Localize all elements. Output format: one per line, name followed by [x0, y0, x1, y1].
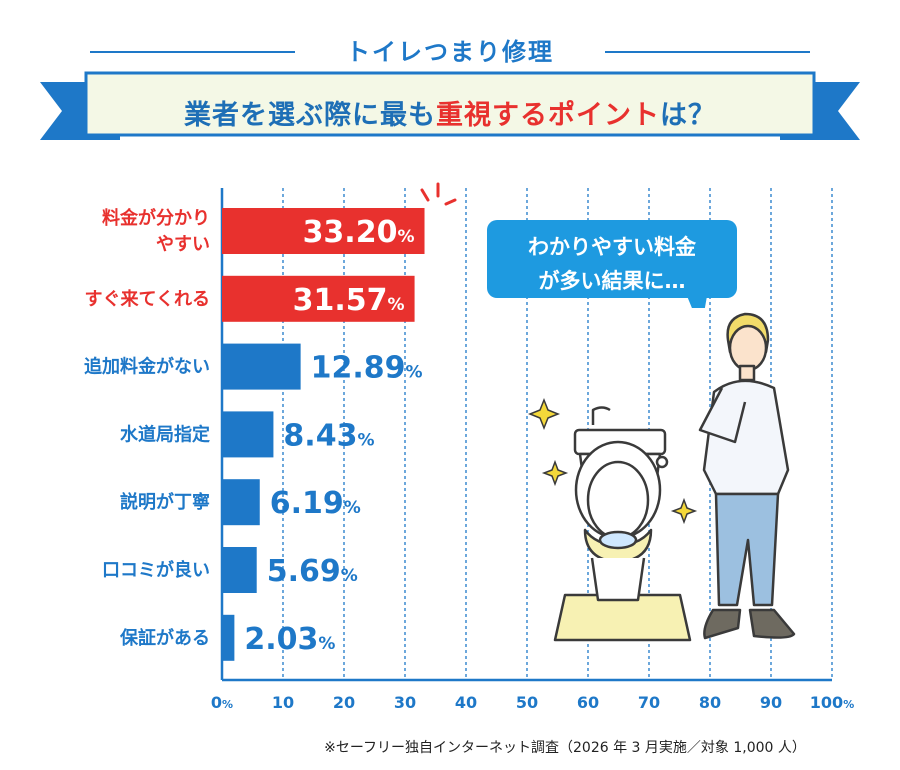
bar — [222, 614, 235, 661]
category-label: 説明が丁寧 — [120, 491, 210, 513]
category-label: 保証がある — [119, 627, 210, 649]
x-tick-label: 30 — [394, 693, 416, 712]
category-label: すぐ来てくれる — [85, 289, 210, 310]
category-label: 口コミが良い — [102, 559, 210, 581]
x-tick-label: 40 — [455, 693, 477, 712]
value-label: 2.03% — [244, 622, 335, 657]
bar — [222, 343, 301, 390]
value-label: 31.57% — [293, 283, 405, 318]
header-rule-right — [605, 51, 810, 53]
x-tick-label: 70 — [638, 693, 660, 712]
x-tick-label: 20 — [333, 693, 355, 712]
bar — [222, 275, 415, 322]
category-label: 料金が分かりやすい — [102, 207, 210, 255]
x-tick-label: 50 — [516, 693, 538, 712]
x-tick-label: 10 — [272, 693, 294, 712]
value-label: 33.20% — [303, 215, 415, 250]
bar — [222, 411, 274, 458]
value-label: 12.89% — [311, 351, 423, 386]
header-rule-left — [90, 51, 295, 53]
chart-heading: 業者を選ぶ際に最も重視するポイントは？ — [184, 100, 716, 131]
bar-chart: 料金が分かりやすい 33.20% すぐ来てくれる 31.57% 追加料金がない 12.89… — [84, 182, 854, 712]
speech-bubble — [487, 220, 737, 308]
x-tick-label: 80 — [699, 693, 721, 712]
bar — [222, 208, 425, 254]
sparkle-star-icons — [527, 397, 698, 525]
bubble-line-1: わかりやすい料金 — [528, 235, 696, 259]
value-label: 8.43% — [283, 418, 374, 453]
category-label: 追加料金がない — [84, 356, 210, 378]
bar — [222, 547, 257, 593]
x-tick-label: 60 — [577, 693, 599, 712]
speech-bubble-text: わかりやすい料金 が多い結果に… — [487, 230, 737, 298]
page-title: トイレつまり修理 — [346, 38, 554, 66]
title-banner — [40, 71, 860, 140]
category-label: 水道局指定 — [120, 423, 210, 445]
value-label: 5.69% — [267, 554, 358, 589]
bar — [222, 479, 260, 526]
value-label: 6.19% — [270, 486, 361, 521]
x-tick-label: 100% — [810, 693, 854, 712]
sparkle-marks — [420, 182, 457, 206]
x-tick-label: 0% — [211, 693, 233, 712]
man-illustration — [698, 312, 796, 640]
footnote: ※セーフリー独自インターネット調査（2026 年 3 月実施／対象 1,000 … — [324, 740, 806, 756]
toilet-illustration — [553, 406, 692, 642]
x-tick-label: 90 — [760, 693, 782, 712]
bubble-line-2: が多い結果に… — [538, 269, 686, 293]
